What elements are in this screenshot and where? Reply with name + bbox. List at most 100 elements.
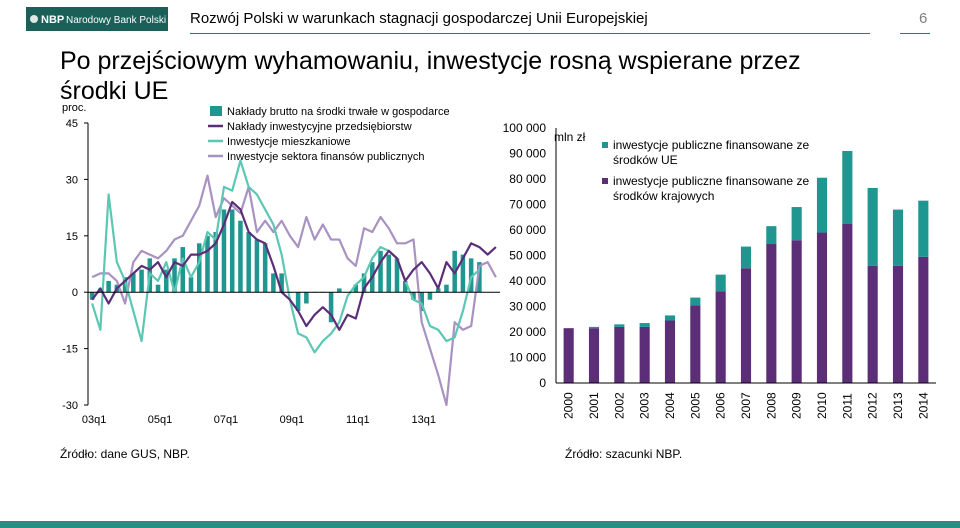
legend-label: środków krajowych [613,189,714,203]
left-bar [386,254,392,293]
right-bar-segment [816,177,828,233]
right-bar-segment [892,209,904,266]
left-bar [328,292,334,323]
right-bar-segment [842,150,853,224]
right-x-tick-label: 2010 [815,392,829,419]
legend-label: środków UE [613,153,678,167]
left-bar [402,280,408,293]
left-bar [139,269,144,293]
left-bar [411,292,416,300]
left-bar [378,250,383,293]
left-bar [229,209,235,293]
legend-label: Inwestycje sektora finansów publicznych [227,151,424,163]
left-bar [361,273,367,293]
left-series-line [91,159,481,354]
slide-title: Po przejściowym wyhamowaniu, inwestycje … [60,47,801,105]
left-x-tick-label: 07q1 [214,414,238,426]
left-y-tick-label: -15 [62,344,78,356]
right-bar-segment [740,268,752,383]
right-x-tick-label: 2006 [714,392,728,419]
left-bar [279,273,284,293]
right-bar-segment [639,323,650,327]
left-bar [304,292,309,304]
right-y-tick-label: 0 [539,376,546,390]
nbp-logo: NBP Narodowy Bank Polski [26,7,168,31]
left-y-tick-label: 0 [72,287,78,299]
right-bar-segment [791,240,802,383]
left-bar [460,254,466,293]
legend-label: inwestycje publiczne finansowane ze [613,138,809,152]
right-legend: inwestycje publiczne finansowane ześrodk… [602,138,809,203]
left-y-tick-label: -30 [62,400,78,412]
left-bar [254,239,260,293]
right-y-tick-label: 90 000 [509,147,546,161]
left-x-tick-label: 03q1 [82,414,106,426]
legend-swatch [602,178,608,184]
right-x-tick-label: 2003 [638,392,652,419]
right-y-tick-label: 100 000 [503,121,547,135]
right-x-tick-label: 2011 [840,393,854,419]
left-chart: 45 30 15 0 -15 -30 03q1 05q1 07q1 09q1 11q1 13q1 pr… [62,102,500,426]
right-x-tick-label: 2004 [663,392,677,419]
logo-name: Narodowy Bank Polski [66,15,166,26]
left-bar [419,292,424,311]
footer-bar [0,521,960,528]
legend-label: Nakłady inwestycyjne przedsiębiorstw [227,121,412,133]
left-bar [155,284,161,293]
right-bar-segment [614,326,625,383]
logo-short: NBP [41,14,64,26]
right-bar-segment [690,305,701,383]
left-bar [164,269,169,293]
left-bar [238,220,243,293]
right-y-tick-label: 40 000 [509,274,546,288]
left-bar [172,258,177,293]
left-x-tick-label: 13q1 [411,414,435,426]
left-bar [213,232,218,293]
right-x-tick-label: 2005 [688,392,702,419]
right-x-tick-label: 2007 [739,392,753,419]
legend-swatch-bar [210,106,222,116]
right-x-tick-label: 2013 [891,392,905,419]
legend-swatch [602,142,608,148]
left-bar [188,277,194,293]
legend-label: Nakłady brutto na środki trwałe w gospod… [227,106,450,118]
right-chart: 100 000 90 000 80 000 70 000 60 000 50 000 40 … [503,121,936,419]
left-y-tick-label: 30 [66,174,78,186]
legend-label: inwestycje publiczne finansowane ze [613,174,809,188]
left-bar [271,273,276,293]
right-y-tick-label: 30 000 [509,300,546,314]
left-x-tick-label: 11q1 [346,414,370,426]
right-y-unit: mln zł [554,130,586,144]
right-bar-segment [766,244,777,383]
left-y-tick-label: 15 [66,231,78,243]
right-bar-segment [791,207,802,241]
header-title: Rozwój Polski w warunkach stagnacji gosp… [190,10,648,27]
left-legend: Nakłady brutto na środki trwałe w gospod… [208,106,450,163]
left-bar [205,235,210,293]
left-bar [295,292,301,311]
right-bar-segment [690,297,701,306]
right-x-tick-label: 2001 [587,392,601,419]
left-bar [435,288,441,293]
left-series-line [91,174,497,407]
legend-label: Inwestycje mieszkaniowe [227,136,351,148]
right-x-tick-label: 2002 [612,392,626,419]
right-bar-segment [715,274,726,292]
left-bar [262,243,268,293]
right-bar-segment [766,226,777,245]
right-y-tick-label: 10 000 [509,351,546,365]
right-x-tick-label: 2009 [790,392,804,419]
right-bar-segment [918,256,929,383]
page-number: 6 [919,10,928,27]
left-bar [477,262,482,293]
right-bar-segment [588,326,600,329]
left-bar [427,292,433,300]
left-bar [444,284,449,293]
left-x-tick-label: 05q1 [148,414,172,426]
left-bar [106,280,111,293]
right-x-tick-label: 2012 [866,392,880,419]
left-bar [221,209,227,293]
right-bar-segment [639,326,650,383]
page-number-divider [900,33,930,34]
